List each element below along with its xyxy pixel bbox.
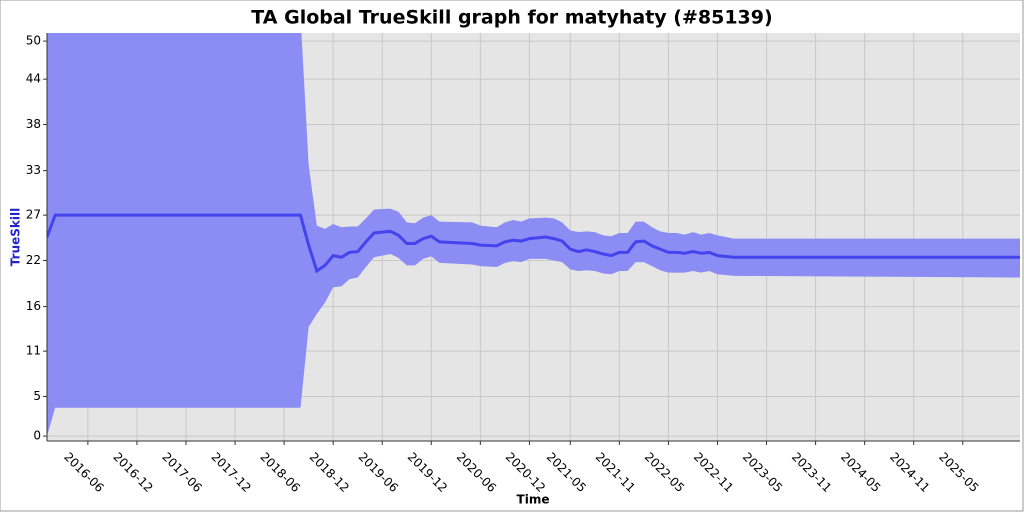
y-tick-label: 27 xyxy=(26,208,41,222)
y-axis-label: TrueSkill xyxy=(9,208,23,266)
y-tick-label: 50 xyxy=(26,34,41,48)
y-tick-label: 16 xyxy=(26,299,41,313)
y-tick-label: 38 xyxy=(26,117,41,131)
x-axis-label: Time xyxy=(517,493,550,507)
chart-title: TA Global TrueSkill graph for matyhaty (… xyxy=(251,7,772,29)
y-tick-label: 11 xyxy=(26,344,41,358)
trueskill-line xyxy=(47,213,1020,274)
uncertainty-band xyxy=(47,33,1020,437)
marks xyxy=(47,33,1020,437)
y-tick-label: 0 xyxy=(33,429,41,443)
y-tick-label: 5 xyxy=(33,389,41,403)
y-tick-label: 33 xyxy=(26,163,41,177)
y-tick-label: 44 xyxy=(26,72,41,86)
y-tick-label: 22 xyxy=(26,253,41,267)
